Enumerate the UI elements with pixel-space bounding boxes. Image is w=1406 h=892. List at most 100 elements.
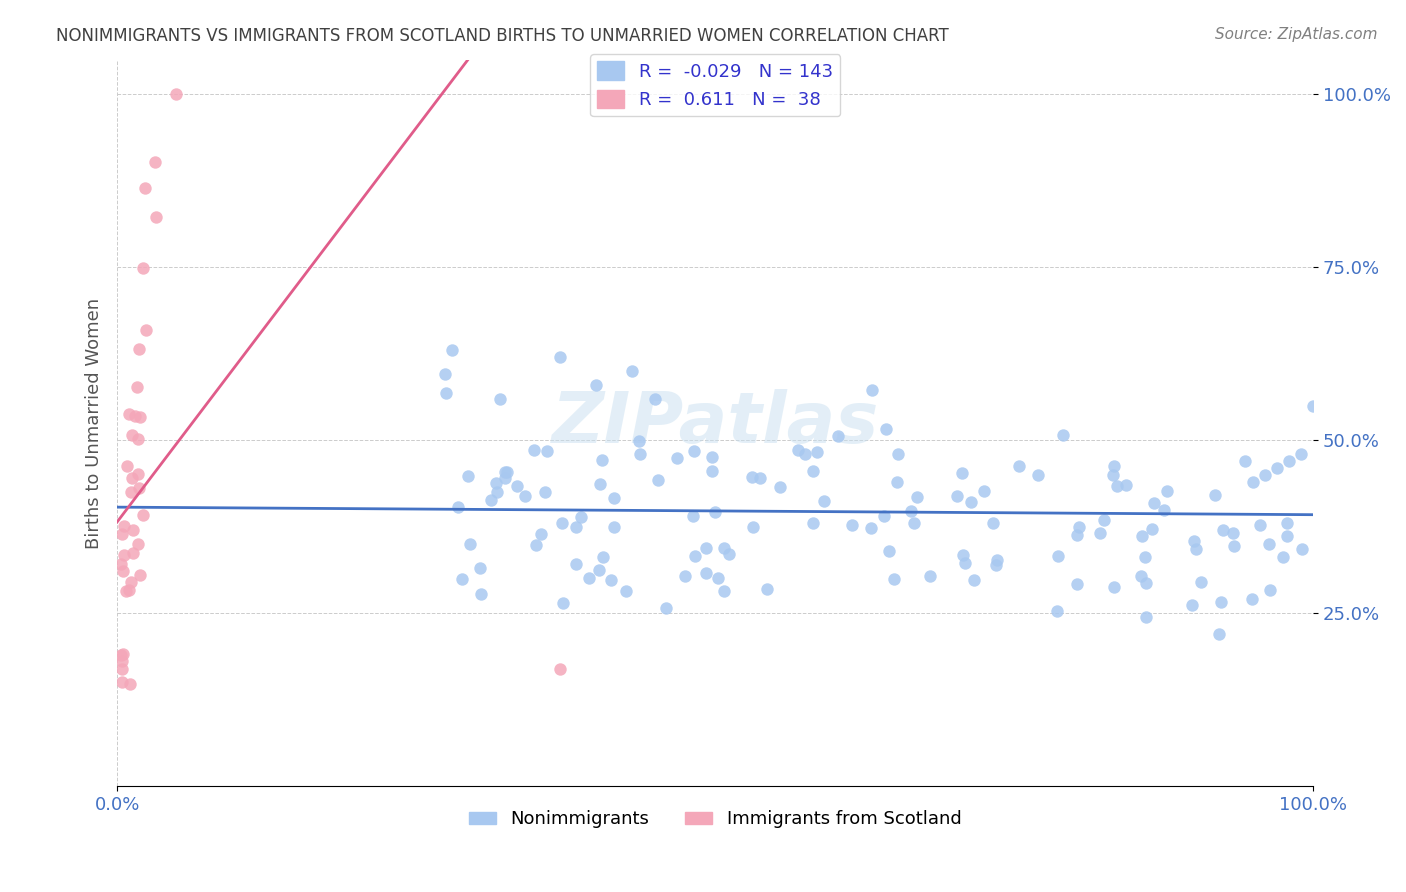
- Point: [1129, 569, 1152, 583]
- Point: [1208, 626, 1230, 640]
- Point: [112, 519, 135, 533]
- Point: [1135, 609, 1157, 624]
- Point: [903, 516, 925, 530]
- Point: [120, 484, 142, 499]
- Point: [602, 491, 624, 505]
- Point: [886, 475, 908, 490]
- Point: [122, 523, 145, 537]
- Point: [952, 549, 974, 563]
- Point: [128, 481, 150, 495]
- Point: [132, 508, 155, 523]
- Point: [1257, 537, 1279, 551]
- Point: [589, 477, 612, 491]
- Point: [551, 516, 574, 530]
- Point: [713, 541, 735, 555]
- Point: [451, 572, 474, 586]
- Point: [479, 492, 502, 507]
- Point: [112, 549, 135, 563]
- Point: [533, 484, 555, 499]
- Point: [1105, 479, 1128, 493]
- Point: [1130, 529, 1153, 543]
- Point: [1181, 598, 1204, 612]
- Point: [485, 476, 508, 491]
- Point: [530, 527, 553, 541]
- Point: [860, 521, 883, 535]
- Point: [620, 364, 643, 378]
- Point: [1047, 549, 1070, 563]
- Point: [494, 465, 516, 479]
- Point: [458, 537, 481, 551]
- Point: [756, 582, 779, 596]
- Point: [118, 677, 141, 691]
- Point: [984, 558, 1007, 573]
- Point: [536, 444, 558, 458]
- Point: [496, 465, 519, 479]
- Point: [703, 505, 725, 519]
- Point: [741, 470, 763, 484]
- Point: [111, 564, 134, 578]
- Point: [1046, 603, 1069, 617]
- Point: [713, 584, 735, 599]
- Point: [1254, 467, 1277, 482]
- Point: [1092, 513, 1115, 527]
- Point: [1104, 459, 1126, 474]
- Point: [700, 464, 723, 478]
- Y-axis label: Births to Unmarried Women: Births to Unmarried Women: [86, 297, 103, 549]
- Point: [877, 544, 900, 558]
- Point: [447, 500, 470, 514]
- Point: [1243, 475, 1265, 489]
- Point: [614, 584, 637, 599]
- Point: [111, 647, 134, 661]
- Point: [441, 343, 464, 358]
- Point: [523, 442, 546, 457]
- Point: [457, 468, 479, 483]
- Point: [134, 181, 156, 195]
- Point: [1189, 574, 1212, 589]
- Point: [1185, 541, 1208, 556]
- Point: [806, 445, 828, 459]
- Point: [1222, 526, 1244, 541]
- Point: [873, 509, 896, 524]
- Point: [742, 520, 765, 534]
- Point: [1223, 539, 1246, 553]
- Point: [1275, 529, 1298, 543]
- Point: [585, 378, 607, 392]
- Point: [801, 516, 824, 530]
- Point: [683, 444, 706, 458]
- Point: [907, 490, 929, 504]
- Point: [1212, 523, 1234, 537]
- Point: [548, 351, 571, 365]
- Point: [553, 596, 575, 610]
- Point: [489, 392, 512, 406]
- Point: [1272, 549, 1295, 564]
- Point: [111, 675, 134, 690]
- Point: [115, 459, 138, 474]
- Point: [125, 380, 148, 394]
- Point: [986, 553, 1008, 567]
- Point: [862, 383, 884, 397]
- Point: [973, 483, 995, 498]
- Point: [1102, 467, 1125, 482]
- Point: [675, 569, 697, 583]
- Point: [1135, 575, 1157, 590]
- Point: [145, 154, 167, 169]
- Point: [827, 428, 849, 442]
- Point: [129, 410, 152, 425]
- Point: [565, 557, 588, 571]
- Point: [628, 434, 651, 449]
- Point: [702, 450, 724, 464]
- Text: Source: ZipAtlas.com: Source: ZipAtlas.com: [1215, 27, 1378, 42]
- Point: [118, 582, 141, 597]
- Point: [655, 600, 678, 615]
- Point: [129, 568, 152, 582]
- Point: [110, 655, 132, 669]
- Point: [644, 392, 666, 406]
- Point: [1275, 516, 1298, 530]
- Point: [953, 557, 976, 571]
- Point: [1140, 522, 1163, 536]
- Point: [883, 572, 905, 586]
- Point: [749, 471, 772, 485]
- Point: [718, 547, 741, 561]
- Point: [946, 489, 969, 503]
- Point: [468, 560, 491, 574]
